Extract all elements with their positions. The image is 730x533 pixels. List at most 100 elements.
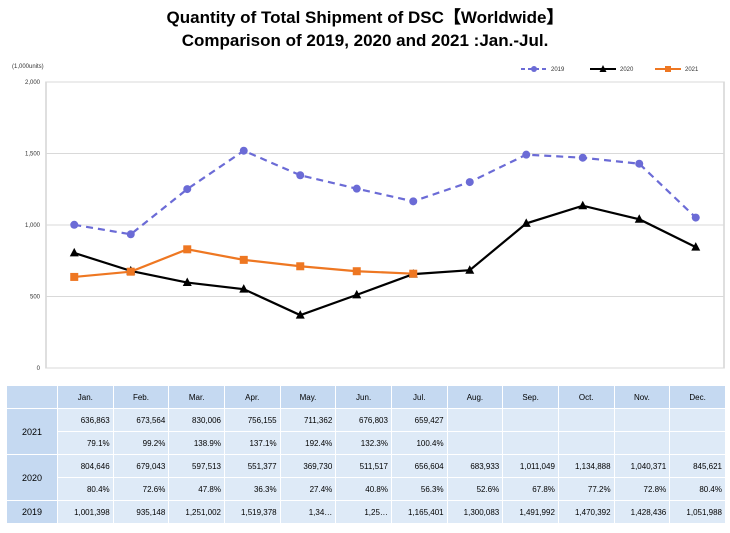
table-cell-value: 1,470,392 [557, 500, 615, 524]
data-point-2020 [691, 242, 701, 251]
table-cell-value [446, 408, 504, 432]
legend-marker-2019 [531, 66, 537, 72]
table-header-jun: Jun. [335, 385, 392, 409]
data-point-2020 [295, 310, 305, 319]
table-header-jul: Jul. [390, 385, 448, 409]
table-cell-percent: 47.8% [168, 477, 225, 501]
table-cell-percent: 79.1% [57, 431, 114, 455]
table-cell-value: 1,001,398 [57, 500, 114, 524]
table-cell-value: 1,040,371 [613, 454, 671, 478]
table-cell-value: 1,428,436 [613, 500, 671, 524]
data-point-2020 [239, 284, 249, 293]
data-point-2019 [126, 230, 135, 239]
table-cell-value: 1,165,401 [390, 500, 448, 524]
table-cell-value: 711,362 [279, 408, 337, 432]
series-line-2020 [73, 204, 697, 317]
table-cell-value: 1,25… [335, 500, 392, 524]
table-cell-value [669, 408, 726, 432]
table-cell-value [557, 408, 615, 432]
table-cell-percent: 27.4% [279, 477, 337, 501]
chart-title-line2: Comparison of 2019, 2020 and 2021 :Jan.-… [181, 31, 549, 50]
table-cell-value: 1,051,988 [669, 500, 726, 524]
data-point-2020 [634, 214, 644, 223]
y-tick-label: 2,000 [25, 80, 41, 86]
data-point-2019 [70, 220, 79, 229]
data-point-2019 [296, 171, 305, 180]
table-header-may: May. [279, 385, 337, 409]
table-header-jan: Jan. [57, 385, 114, 409]
data-point-2020 [69, 247, 79, 257]
data-point-2021 [70, 272, 79, 281]
table-cell-percent: 56.3% [390, 477, 448, 501]
table-cell-percent: 72.6% [112, 477, 170, 501]
table-cell-value: 597,513 [168, 454, 225, 478]
table-row-pct: 80.4% 72.6% 47.8% 36.3% 27.4% 40.8% 56.3% 52.6%… [7, 477, 726, 501]
data-point-2021 [296, 262, 305, 271]
table-cell-value: 511,517 [335, 454, 392, 478]
table-cell-percent: 80.4% [669, 477, 726, 501]
table-cell-value: 1,519,378 [223, 500, 281, 524]
y-tick-label: 0 [37, 366, 41, 372]
line-chart: 0 500 1,000 1,500 2,000 2019 2020 2021 [25, 65, 725, 372]
table-cell-value: 1,491,992 [502, 500, 559, 524]
table-header-nov: Nov. [613, 385, 671, 409]
data-point-2019 [352, 184, 361, 193]
table-cell-value: 636,863 [57, 408, 114, 432]
table-cell-percent [613, 431, 671, 455]
data-point-2020 [352, 289, 362, 299]
table-cell-value: 804,646 [57, 454, 114, 478]
table-header-apr: Apr. [223, 385, 281, 409]
table-cell-value: 845,621 [669, 454, 726, 478]
table-cell-value: 673,564 [112, 408, 170, 432]
table-cell-value: 369,730 [279, 454, 337, 478]
table-cell-value: 1,251,002 [168, 500, 225, 524]
y-tick-label: 500 [30, 295, 41, 301]
table-row: 2020 804,646 679,043 597,513 551,377 369,730 5… [6, 454, 726, 501]
table-cell-percent: 99.2% [112, 431, 170, 455]
table-cell-percent: 52.6% [446, 477, 504, 501]
table-cell-value [502, 408, 559, 432]
table-cell-percent: 77.2% [557, 477, 615, 501]
data-point-2021 [352, 267, 361, 276]
data-point-2021 [239, 255, 248, 264]
table-cell-value: 1,34… [279, 500, 337, 524]
table-row: 2021 636,863 673,564 830,006 756,155 711,362 6… [6, 408, 726, 455]
legend-marker-2021 [665, 66, 671, 72]
table-header-row: Jan. Feb. Mar. Apr. May. Jun. Jul. Aug. Sep. Oct.… [6, 385, 726, 409]
table-cell-value: 679,043 [112, 454, 170, 478]
table-cell-percent: 80.4% [57, 477, 114, 501]
data-point-2019 [409, 197, 418, 206]
table-cell-value: 1,134,888 [557, 454, 615, 478]
data-point-2019 [522, 150, 531, 159]
table-cell-value: 656,604 [390, 454, 448, 478]
table-row-pct: 79.1% 99.2% 138.9% 137.1% 192.4% 132.3% 100.4% [7, 431, 726, 455]
table-cell-percent: 132.3% [335, 431, 392, 455]
table-cell-percent: 72.8% [613, 477, 671, 501]
table-cell-percent [502, 431, 559, 455]
legend-label-2019: 2019 [551, 67, 565, 73]
data-point-2019 [691, 213, 700, 222]
data-point-2020 [521, 218, 531, 227]
table-row: 2019 1,001,398 935,148 1,251,002 1,519,378 1,… [6, 500, 726, 524]
table-cell-percent: 137.1% [223, 431, 281, 455]
data-point-2019 [635, 159, 644, 168]
table-cell-value [613, 408, 671, 432]
table-year-label: 2019 [6, 500, 58, 524]
data-point-2019 [465, 178, 474, 187]
data-point-2019 [239, 146, 248, 155]
table-year-label: 2021 [6, 408, 58, 455]
data-point-2021 [409, 269, 418, 278]
table-cell-percent [446, 431, 504, 455]
table-header-oct: Oct. [557, 385, 615, 409]
table-cell-percent [557, 431, 615, 455]
table-cell-value: 659,427 [390, 408, 448, 432]
table-cell-percent [669, 431, 726, 455]
table-cell-value: 676,803 [335, 408, 392, 432]
table-header-sep: Sep. [502, 385, 559, 409]
table-cell-percent: 100.4% [390, 431, 448, 455]
table-cell-value: 1,011,049 [502, 454, 559, 478]
legend-marker-2020 [599, 65, 607, 72]
legend-label-2020: 2020 [620, 67, 634, 73]
table-cell-percent: 36.3% [223, 477, 281, 501]
data-point-2019 [578, 153, 587, 162]
